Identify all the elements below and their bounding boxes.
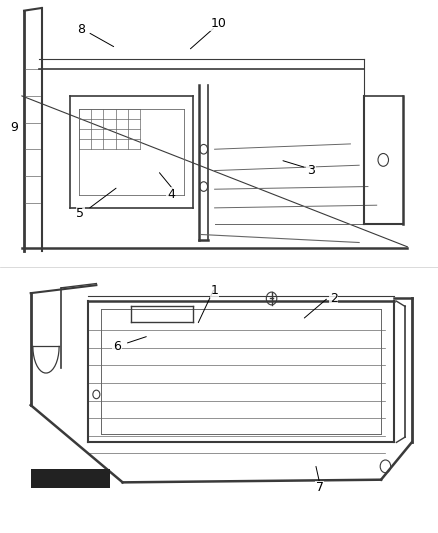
Text: 1: 1 [211, 284, 219, 297]
Text: 7: 7 [316, 481, 324, 494]
Text: 9: 9 [11, 122, 18, 134]
Bar [31, 469, 110, 488]
Text: 3: 3 [307, 164, 315, 177]
Text: 4: 4 [167, 188, 175, 201]
Text: 5: 5 [76, 207, 84, 220]
Text: 6: 6 [113, 340, 121, 353]
Text: 10: 10 [211, 18, 227, 30]
Text: 2: 2 [330, 292, 338, 305]
Text: 8: 8 [77, 23, 85, 36]
